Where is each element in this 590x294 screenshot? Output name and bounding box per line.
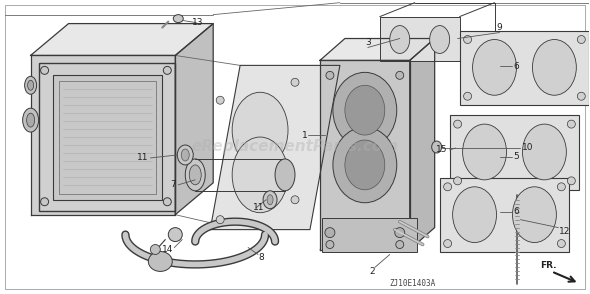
Ellipse shape bbox=[148, 251, 172, 271]
Ellipse shape bbox=[463, 124, 506, 180]
Ellipse shape bbox=[28, 80, 34, 90]
Ellipse shape bbox=[41, 66, 48, 74]
Ellipse shape bbox=[444, 183, 451, 191]
Bar bbox=[460, 31, 589, 105]
Bar bbox=[53, 75, 162, 200]
Ellipse shape bbox=[291, 196, 299, 204]
Ellipse shape bbox=[275, 159, 295, 191]
Text: 9: 9 bbox=[497, 23, 503, 32]
Bar bbox=[58, 81, 156, 194]
Ellipse shape bbox=[464, 92, 471, 100]
Ellipse shape bbox=[396, 71, 404, 79]
Ellipse shape bbox=[27, 113, 35, 127]
Polygon shape bbox=[409, 39, 435, 250]
Text: 7: 7 bbox=[171, 180, 176, 189]
Bar bbox=[450, 115, 579, 190]
Ellipse shape bbox=[181, 149, 189, 161]
Ellipse shape bbox=[396, 240, 404, 248]
Ellipse shape bbox=[232, 137, 288, 213]
Text: ZJ10E1403A: ZJ10E1403A bbox=[390, 279, 436, 288]
Ellipse shape bbox=[177, 145, 194, 165]
Ellipse shape bbox=[267, 195, 273, 205]
Polygon shape bbox=[31, 24, 213, 56]
Polygon shape bbox=[31, 56, 175, 215]
Text: 6: 6 bbox=[513, 207, 519, 216]
Ellipse shape bbox=[432, 141, 442, 153]
Ellipse shape bbox=[444, 240, 451, 248]
Ellipse shape bbox=[163, 198, 171, 206]
Text: 1: 1 bbox=[302, 131, 308, 140]
Ellipse shape bbox=[473, 39, 516, 95]
Bar bbox=[38, 64, 175, 211]
Text: 3: 3 bbox=[365, 38, 371, 47]
Text: 2: 2 bbox=[369, 267, 375, 276]
Ellipse shape bbox=[568, 120, 575, 128]
Ellipse shape bbox=[454, 120, 461, 128]
Ellipse shape bbox=[345, 85, 385, 135]
Ellipse shape bbox=[558, 240, 565, 248]
Ellipse shape bbox=[168, 228, 182, 242]
Ellipse shape bbox=[345, 140, 385, 190]
Bar bbox=[380, 17, 460, 61]
Ellipse shape bbox=[263, 191, 277, 209]
Ellipse shape bbox=[326, 71, 334, 79]
Ellipse shape bbox=[523, 124, 566, 180]
Polygon shape bbox=[320, 60, 409, 250]
Ellipse shape bbox=[189, 165, 201, 185]
Text: 12: 12 bbox=[559, 227, 571, 236]
Ellipse shape bbox=[25, 76, 37, 94]
Ellipse shape bbox=[513, 187, 556, 243]
Polygon shape bbox=[175, 24, 213, 215]
Ellipse shape bbox=[454, 177, 461, 185]
Ellipse shape bbox=[41, 198, 48, 206]
Text: 10: 10 bbox=[522, 143, 533, 153]
Ellipse shape bbox=[390, 26, 409, 54]
Ellipse shape bbox=[216, 216, 224, 224]
Text: 6: 6 bbox=[513, 62, 519, 71]
Ellipse shape bbox=[326, 240, 334, 248]
Ellipse shape bbox=[430, 26, 450, 54]
Ellipse shape bbox=[568, 177, 575, 185]
Bar bbox=[440, 178, 569, 253]
Polygon shape bbox=[210, 65, 340, 230]
Polygon shape bbox=[320, 39, 435, 60]
Ellipse shape bbox=[532, 39, 576, 95]
Text: 13: 13 bbox=[192, 18, 204, 27]
Ellipse shape bbox=[185, 159, 205, 191]
Bar bbox=[322, 218, 417, 253]
Ellipse shape bbox=[453, 187, 497, 243]
Ellipse shape bbox=[291, 78, 299, 86]
Ellipse shape bbox=[333, 127, 396, 203]
Ellipse shape bbox=[232, 92, 288, 168]
Ellipse shape bbox=[395, 228, 405, 238]
Ellipse shape bbox=[578, 36, 585, 44]
Text: 14: 14 bbox=[162, 245, 173, 254]
Text: 8: 8 bbox=[258, 253, 264, 262]
Ellipse shape bbox=[173, 15, 183, 23]
Ellipse shape bbox=[216, 96, 224, 104]
Ellipse shape bbox=[578, 92, 585, 100]
Ellipse shape bbox=[163, 66, 171, 74]
Ellipse shape bbox=[333, 72, 396, 148]
Text: FR.: FR. bbox=[540, 261, 557, 270]
Text: eReplacementParts.com: eReplacementParts.com bbox=[191, 139, 399, 155]
Text: 11: 11 bbox=[137, 153, 148, 163]
Ellipse shape bbox=[325, 228, 335, 238]
Ellipse shape bbox=[150, 245, 160, 255]
Text: 15: 15 bbox=[436, 146, 448, 154]
Text: 11: 11 bbox=[253, 203, 264, 212]
Ellipse shape bbox=[558, 183, 565, 191]
Ellipse shape bbox=[464, 36, 471, 44]
Ellipse shape bbox=[22, 108, 38, 132]
Text: 5: 5 bbox=[513, 153, 519, 161]
